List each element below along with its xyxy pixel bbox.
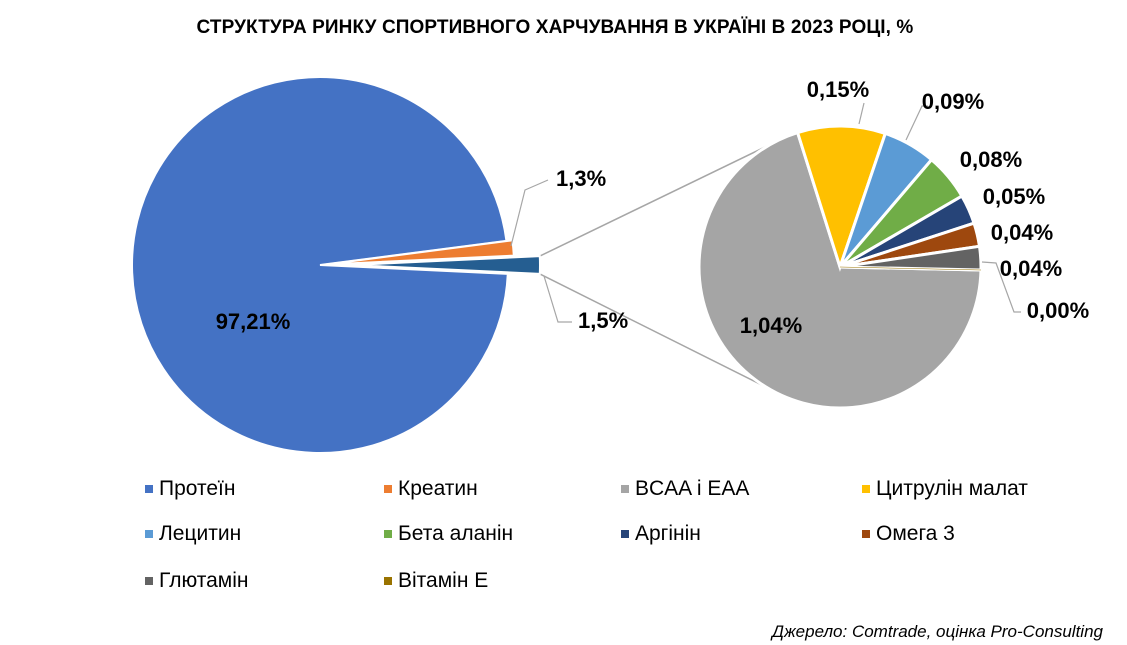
label-протеїн: 97,21% [216, 309, 291, 334]
data-labels: 97,21% 1,3% 1,5% 1,04% 0,15% 0,09% 0,08% 0,05% 0… [216, 77, 1090, 338]
leader-креатин [510, 179, 549, 247]
chart-title: СТРУКТУРА РИНКУ СПОРТИВНОГО ХАРЧУВАННЯ В… [196, 17, 914, 38]
label-вітамін-е: 0,00% [1027, 298, 1089, 323]
connector-line-bottom [539, 273, 788, 399]
secondary-slice-цитрулін-малат [795, 124, 888, 272]
connector-line-top [539, 135, 788, 257]
main-slice-інше [351, 255, 541, 275]
label-bcaa-і-eaa: 1,04% [740, 313, 802, 338]
label-цитрулін-малат: 0,15% [807, 77, 869, 102]
label-other: 1,5% [578, 308, 628, 333]
label-лецитин: 0,09% [922, 89, 984, 114]
secondary-slice-вітамін-е [839, 266, 982, 271]
main-pie [131, 76, 541, 454]
label-омега-3: 0,04% [991, 220, 1053, 245]
main-slice-протеїн [131, 76, 509, 454]
leader-lines [510, 102, 1021, 323]
label-глютамін: 0,04% [1000, 256, 1062, 281]
leader-цитрулін-малат [858, 102, 865, 125]
leader-лецитин [905, 105, 928, 141]
label-аргінін: 0,05% [983, 184, 1045, 209]
secondary-pie [697, 124, 983, 410]
connector-lines [539, 135, 788, 399]
leader-other [543, 275, 572, 323]
label-креатин: 1,3% [556, 166, 606, 191]
label-бета-аланін: 0,08% [960, 147, 1022, 172]
source-note: Джерело: Comtrade, оцінка Pro-Consulting [772, 622, 1103, 641]
leader-вітамін-е [981, 261, 1021, 313]
